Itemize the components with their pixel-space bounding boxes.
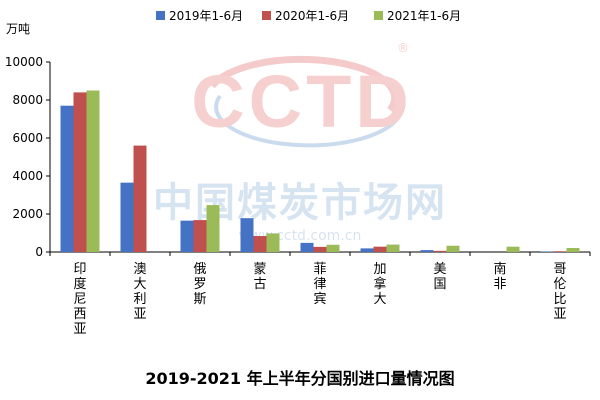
x-axis-ticks bbox=[49, 252, 591, 256]
bar-1-5 bbox=[300, 242, 314, 252]
bar-1-4 bbox=[240, 218, 254, 252]
category-label: 南非 bbox=[493, 261, 506, 292]
category-labels: 印度尼西亚 澳大利亚 俄罗斯 蒙古 菲律宾 加拿大 美国 南非 哥伦比亚 bbox=[73, 261, 566, 337]
bar-2-6 bbox=[373, 246, 387, 252]
category-label: 澳大利亚 bbox=[133, 261, 146, 322]
category-label: 哥伦比亚 bbox=[553, 262, 566, 322]
y-axis-unit-label: 万吨 bbox=[6, 22, 30, 36]
legend-label-1: 2019年1-6月 bbox=[169, 9, 243, 23]
y-tick-label: 6000 bbox=[12, 131, 43, 145]
y-tick-label: 8000 bbox=[12, 93, 43, 107]
legend-swatch-1 bbox=[156, 11, 165, 20]
y-axis-ticks: 0 2000 4000 6000 8000 10000 bbox=[5, 55, 50, 259]
bar-2-5 bbox=[313, 246, 327, 252]
bar-1-3 bbox=[180, 220, 194, 252]
watermark-cn-text: 中国煤炭市场网 bbox=[153, 180, 447, 226]
bars bbox=[60, 90, 580, 253]
bar-3-1 bbox=[86, 90, 100, 252]
category-label: 菲律宾 bbox=[313, 262, 326, 307]
y-tick-label: 0 bbox=[35, 245, 43, 259]
watermark-registered: ® bbox=[397, 41, 409, 55]
bar-3-5 bbox=[326, 244, 340, 252]
y-tick-label: 10000 bbox=[5, 55, 43, 69]
legend-swatch-2 bbox=[262, 11, 271, 20]
bar-3-7 bbox=[446, 245, 460, 252]
bar-2-1 bbox=[73, 92, 87, 253]
chart-title: 2019-2021 年上半年分国别进口量情况图 bbox=[145, 369, 454, 388]
bar-2-7 bbox=[433, 250, 447, 252]
category-label: 美国 bbox=[433, 262, 446, 292]
bar-3-9 bbox=[566, 248, 580, 252]
watermark: CCTD ® 中国煤炭市场网 www.cctd.com.cn bbox=[153, 41, 447, 244]
bar-2-3 bbox=[193, 220, 207, 252]
legend-label-3: 2021年1-6月 bbox=[387, 9, 461, 23]
bar-1-7 bbox=[420, 250, 434, 252]
bar-1-2 bbox=[120, 182, 134, 252]
watermark-logo: CCTD bbox=[191, 60, 413, 143]
y-tick-label: 2000 bbox=[12, 207, 43, 221]
watermark-ring-blue bbox=[214, 94, 400, 148]
bar-1-1 bbox=[60, 105, 74, 252]
bar-3-8 bbox=[506, 246, 520, 252]
category-label: 蒙古 bbox=[253, 262, 266, 292]
bar-1-6 bbox=[360, 248, 374, 252]
bar-3-3 bbox=[206, 205, 220, 252]
legend-label-2: 2020年1-6月 bbox=[275, 9, 349, 23]
category-label: 加拿大 bbox=[373, 262, 386, 307]
legend: 2019年1-6月 2020年1-6月 2021年1-6月 bbox=[156, 9, 461, 23]
bar-3-6 bbox=[386, 244, 400, 252]
bar-2-4 bbox=[253, 236, 267, 252]
legend-swatch-3 bbox=[374, 11, 383, 20]
bar-2-2 bbox=[133, 145, 147, 252]
watermark-ring-red bbox=[209, 55, 399, 113]
category-label: 俄罗斯 bbox=[193, 262, 206, 307]
bar-1-9 bbox=[540, 251, 554, 252]
bar-2-9 bbox=[553, 251, 567, 252]
category-label: 印度尼西亚 bbox=[73, 262, 86, 337]
y-tick-label: 4000 bbox=[12, 169, 43, 183]
bar-3-4 bbox=[266, 233, 280, 252]
